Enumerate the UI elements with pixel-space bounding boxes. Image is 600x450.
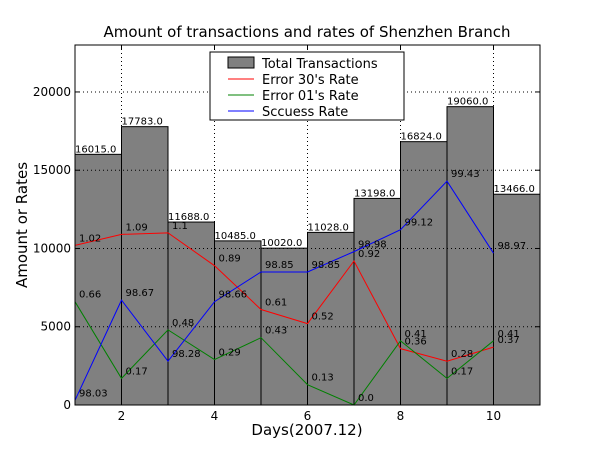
legend-swatch: [227, 56, 255, 69]
series-point-label: 0.13: [312, 373, 334, 384]
bar: [74, 153, 122, 406]
series-point-label: 1.1: [172, 221, 188, 232]
series-point-label: 98.97: [498, 241, 527, 252]
bar: [353, 197, 401, 406]
series-point-label: 0.17: [451, 366, 473, 377]
bar-value-label: 16015.0: [75, 144, 116, 155]
y-tick-label: 5000: [40, 320, 71, 334]
x-tick-label: 6: [304, 409, 312, 423]
series-point-label: 0.41: [498, 329, 520, 340]
series-point-label: 98.98: [358, 240, 387, 251]
series-line: [74, 180, 494, 401]
series-point-label: 0.41: [405, 329, 427, 340]
series-point-label: 98.03: [79, 388, 108, 399]
x-tick-label: 10: [486, 409, 501, 423]
bar: [307, 231, 355, 406]
series-point-label: 0.48: [172, 318, 194, 329]
bar: [493, 193, 541, 406]
series-point-label: 99.43: [451, 169, 480, 180]
series-point-label: 1.02: [79, 233, 101, 244]
series-point-label: 0.0: [358, 393, 374, 404]
y-axis-label: Amount or Rates: [13, 162, 31, 288]
series-line: [74, 232, 494, 362]
legend-entry: Error 01's Rate: [262, 89, 359, 104]
x-tick-label: 4: [211, 409, 219, 423]
series-point-label: 0.89: [219, 254, 241, 265]
bar-value-label: 10485.0: [215, 231, 256, 242]
y-tick-label: 10000: [33, 241, 71, 255]
legend-entry: Total Transactions: [261, 57, 378, 72]
x-tick-label: 2: [118, 409, 126, 423]
bar-value-label: 11688.0: [168, 212, 209, 223]
series-point-label: 0.43: [265, 326, 287, 337]
bar: [214, 240, 262, 406]
series-point-label: 0.92: [358, 249, 380, 260]
legend-entry: Sccuess Rate: [262, 105, 348, 120]
bar: [167, 221, 215, 406]
bar-value-label: 19060.0: [447, 97, 488, 108]
series-point-label: 0.61: [265, 298, 287, 309]
plot-area: 16015.017783.011688.010485.010020.011028…: [33, 44, 541, 423]
bar-value-label: 16824.0: [401, 132, 442, 143]
bar-value-label: 17783.0: [122, 117, 163, 128]
series-point-label: 98.67: [126, 288, 155, 299]
bar: [121, 126, 169, 406]
bar-value-label: 13198.0: [354, 188, 395, 199]
series-point-label: 1.09: [126, 222, 148, 233]
y-tick-label: 15000: [33, 163, 71, 177]
series-point-label: 0.29: [219, 348, 241, 359]
series-point-label: 0.52: [312, 312, 334, 323]
bar: [400, 141, 448, 406]
series-point-label: 0.28: [451, 349, 473, 360]
series-point-label: 0.36: [405, 337, 427, 348]
bar-value-label: 10020.0: [261, 238, 302, 249]
series-point-label: 0.17: [126, 366, 148, 377]
y-tick-label: 20000: [33, 85, 71, 99]
series-point-label: 0.66: [79, 290, 101, 301]
series-point-label: 98.28: [172, 349, 201, 360]
series-point-label: 0.37: [498, 335, 520, 346]
legend-entry: Error 30's Rate: [262, 73, 359, 88]
series-line: [74, 301, 494, 406]
bar: [446, 106, 494, 406]
series-point-label: 99.12: [405, 218, 434, 229]
x-tick-label: 8: [397, 409, 405, 423]
bar-value-label: 11028.0: [308, 222, 349, 233]
bar-value-label: 13466.0: [494, 184, 535, 195]
x-axis-label: Days(2007.12): [251, 421, 362, 439]
series-point-label: 98.85: [312, 260, 341, 271]
series-point-label: 98.85: [265, 260, 294, 271]
y-tick-label: 0: [63, 398, 71, 412]
chart-title: Amount of transactions and rates of Shen…: [103, 23, 510, 41]
series-point-label: 98.66: [219, 290, 248, 301]
